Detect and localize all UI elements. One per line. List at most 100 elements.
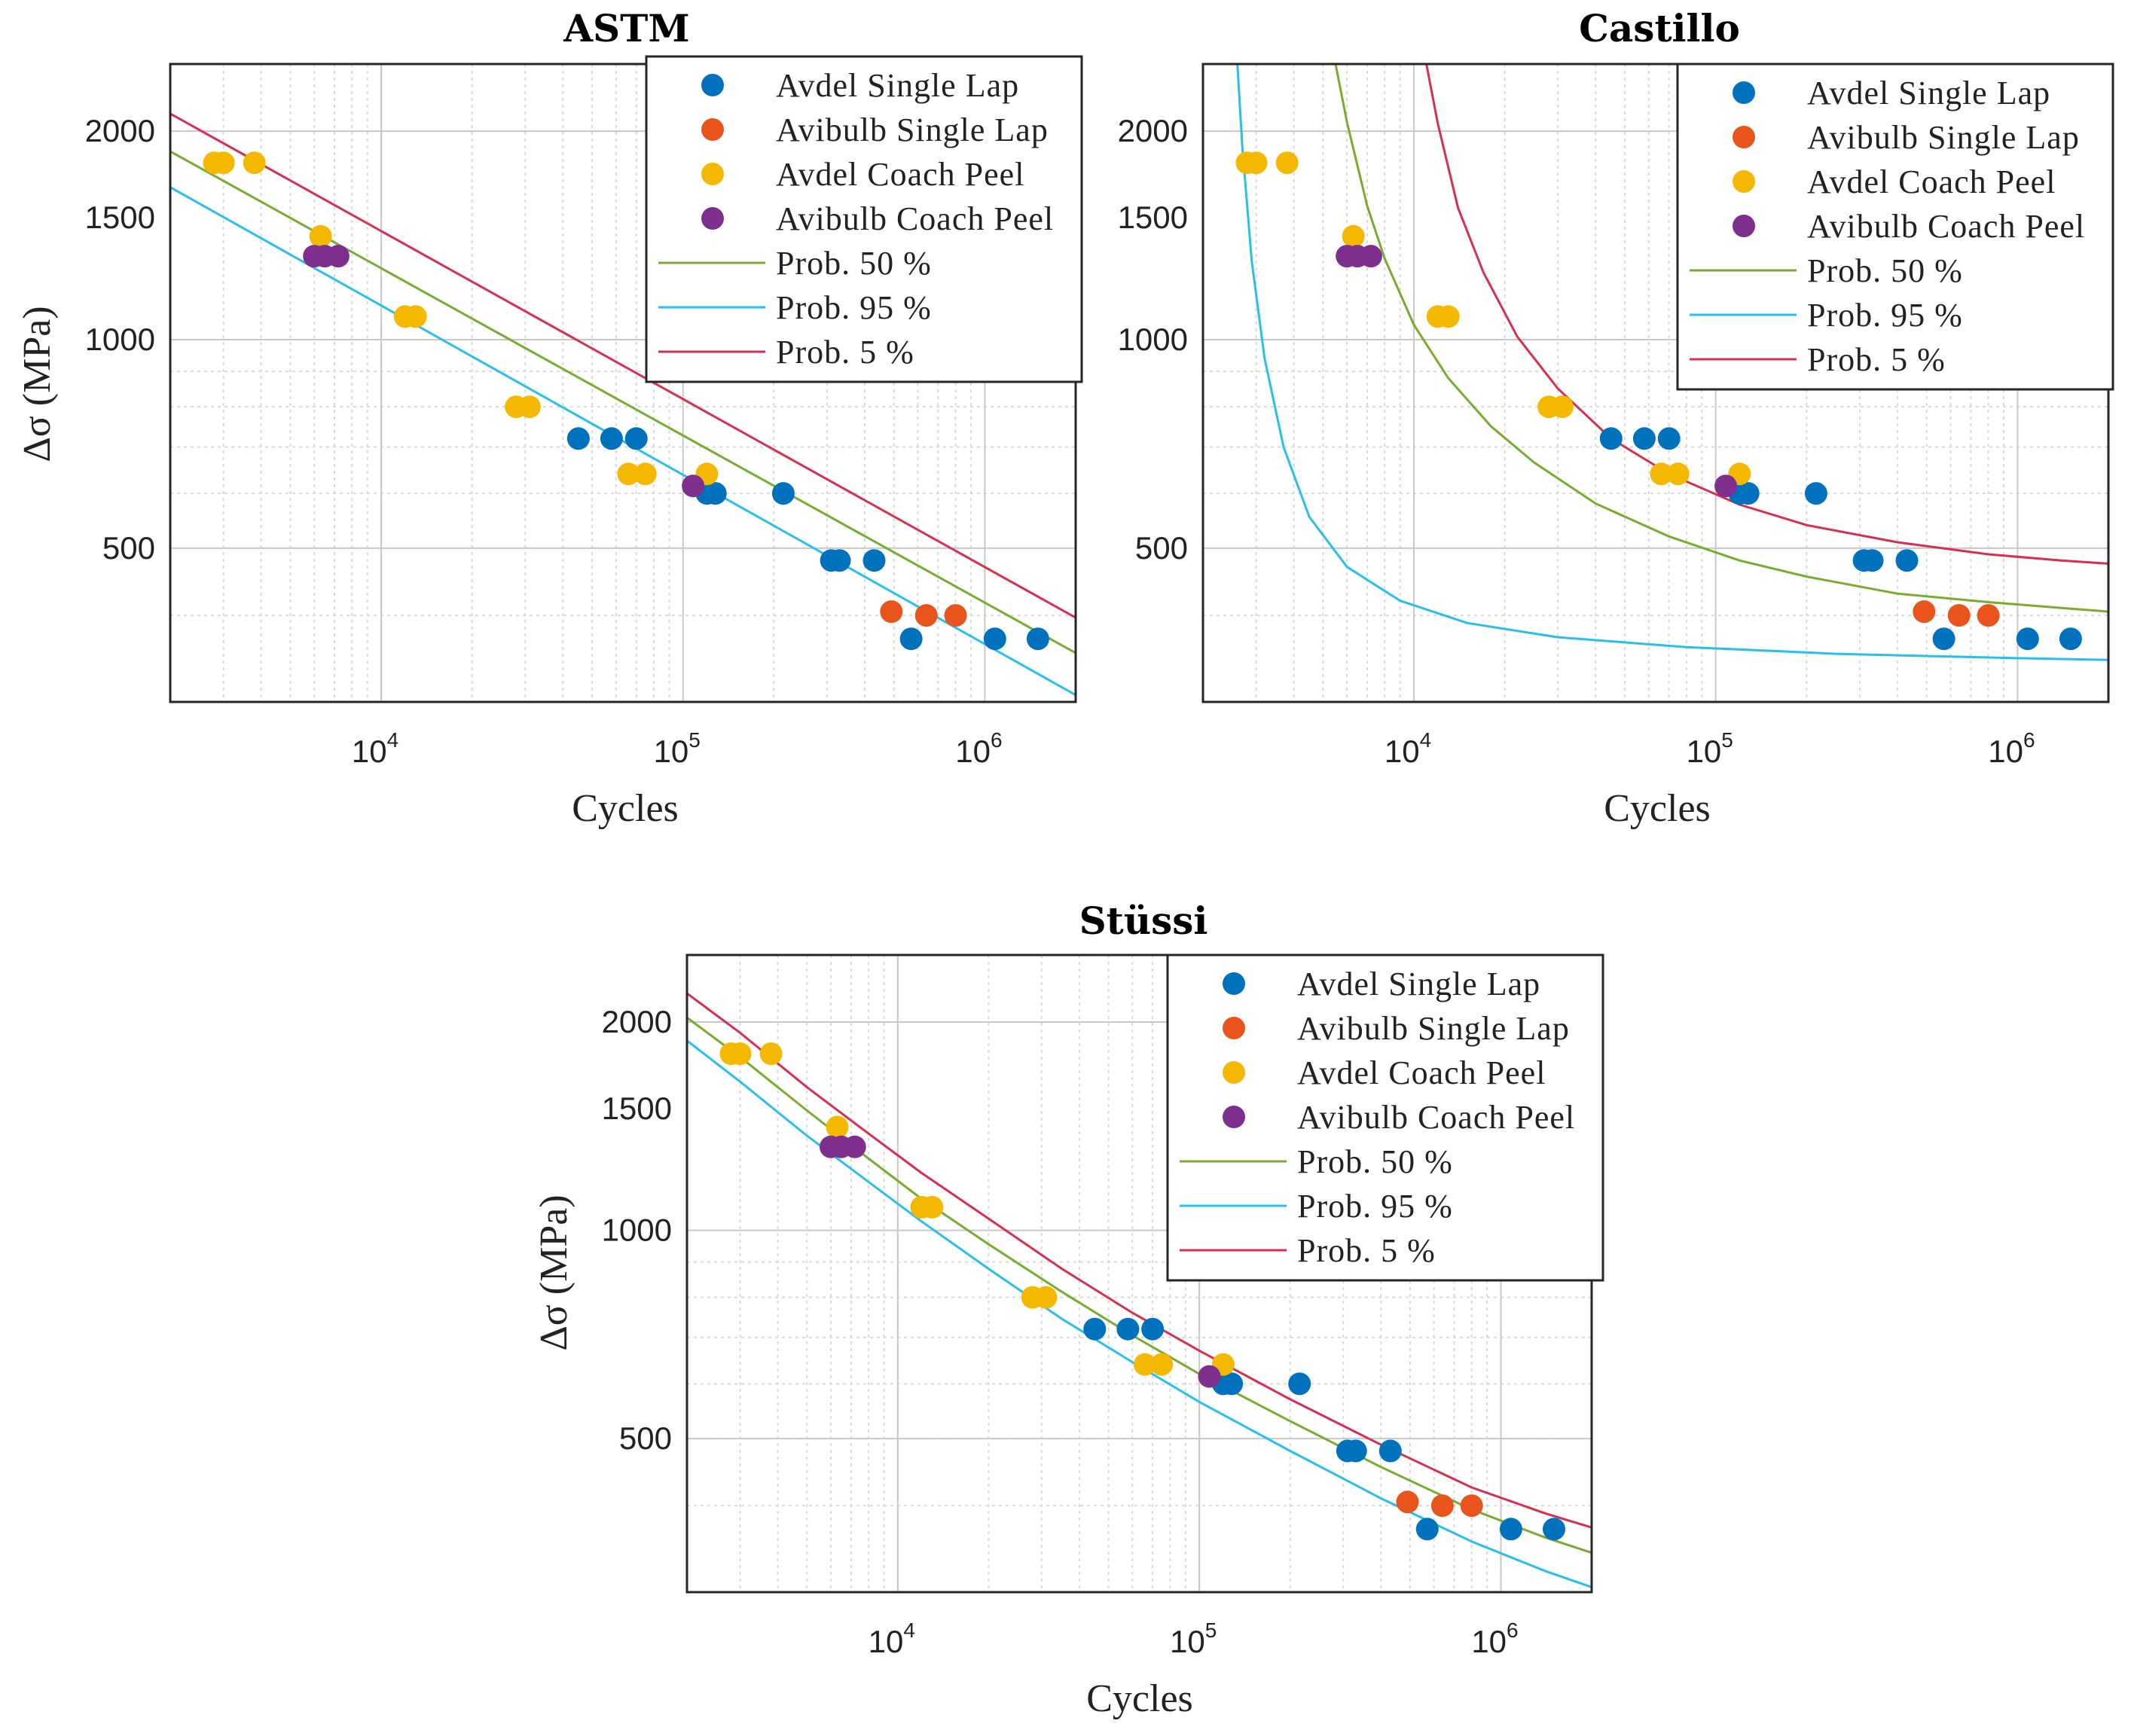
- legend-label: Prob. 5 %: [1297, 1232, 1436, 1269]
- x-tick-base: 10: [1170, 1624, 1205, 1659]
- data-point-avdel-single-lap: [1026, 627, 1049, 651]
- legend-label: Avdel Coach Peel: [1297, 1054, 1546, 1091]
- data-point-avdel-coach-peel: [1133, 1353, 1156, 1376]
- legend-label: Avibulb Coach Peel: [1297, 1099, 1575, 1136]
- legend-marker: [701, 74, 724, 96]
- y-tick-label: 1000: [1118, 322, 1188, 357]
- legend: Avdel Single Lap Avibulb Single Lap Avdel …: [1166, 953, 1604, 1282]
- legend-label: Avibulb Single Lap: [1297, 1010, 1570, 1047]
- y-tick-label: 1500: [1118, 200, 1188, 235]
- legend-marker: [701, 207, 724, 230]
- legend-label: Prob. 50 %: [776, 245, 932, 282]
- series-line-prob-95: [687, 1039, 1592, 1588]
- data-point-avdel-single-lap: [1543, 1518, 1565, 1541]
- x-tick-label: 105: [1687, 728, 1733, 769]
- x-tick-exponent: 6: [991, 728, 1003, 752]
- data-point-avibulb-single-lap: [944, 604, 967, 627]
- legend-marker: [1733, 215, 1755, 237]
- y-tick-label: 2000: [602, 1004, 672, 1039]
- data-point-avdel-coach-peel: [212, 151, 235, 175]
- x-tick-label: 104: [869, 1619, 915, 1659]
- x-tick-exponent: 6: [2023, 728, 2035, 752]
- data-point-avdel-single-lap: [899, 627, 923, 651]
- data-point-avdel-coach-peel: [1275, 151, 1299, 175]
- y-tick-label: 500: [102, 530, 155, 566]
- x-tick-base: 10: [869, 1624, 904, 1659]
- x-tick-exponent: 5: [688, 728, 701, 752]
- data-point-avibulb-coach-peel: [1359, 245, 1382, 268]
- x-tick-base: 10: [1687, 734, 1722, 769]
- data-point-avdel-coach-peel: [1650, 462, 1673, 486]
- data-point-avdel-coach-peel: [1342, 224, 1365, 248]
- y-tick-label: 1000: [85, 322, 155, 357]
- data-point-avibulb-single-lap: [914, 604, 938, 627]
- legend: Avdel Single Lap Avibulb Single Lap Avdel …: [645, 55, 1083, 383]
- data-point-avdel-single-lap: [771, 482, 795, 505]
- data-point-avdel-coach-peel: [920, 1195, 944, 1219]
- data-point-avdel-single-lap: [704, 482, 727, 505]
- series-line-prob-50: [687, 1016, 1592, 1554]
- x-tick-label: 106: [1988, 728, 2035, 769]
- data-point-avdel-single-lap: [1220, 1372, 1244, 1396]
- data-point-avdel-single-lap: [1736, 482, 1760, 505]
- x-tick-label: 104: [1385, 728, 1431, 769]
- data-point-avibulb-single-lap: [1460, 1494, 1483, 1518]
- x-tick-label: 105: [1170, 1619, 1217, 1659]
- plot-content: [687, 992, 1592, 1588]
- data-point-avdel-single-lap: [1599, 427, 1623, 450]
- legend-label: Prob. 50 %: [1297, 1143, 1453, 1180]
- legend-marker: [1733, 170, 1755, 193]
- legend-marker: [1223, 972, 1245, 995]
- data-point-avibulb-single-lap: [1947, 604, 1971, 627]
- data-point-avdel-single-lap: [1116, 1317, 1140, 1341]
- x-axis-label: Cycles: [1086, 1677, 1193, 1720]
- legend-marker: [701, 163, 724, 185]
- data-point-avdel-coach-peel: [243, 151, 266, 175]
- data-point-avdel-single-lap: [1415, 1518, 1439, 1541]
- legend-marker: [1223, 1017, 1245, 1039]
- legend-marker: [1733, 126, 1755, 148]
- data-point-avdel-coach-peel: [517, 395, 541, 419]
- x-tick-exponent: 6: [1507, 1619, 1519, 1642]
- y-tick-label: 500: [1135, 530, 1188, 566]
- data-point-avdel-coach-peel: [826, 1115, 849, 1139]
- series-line-prob-5: [1425, 64, 2108, 565]
- data-point-avdel-coach-peel: [633, 462, 657, 486]
- y-tick-label: 500: [619, 1420, 672, 1456]
- data-point-avibulb-single-lap: [1430, 1494, 1454, 1518]
- data-point-avdel-coach-peel: [759, 1042, 783, 1066]
- legend-label: Prob. 5 %: [776, 334, 914, 371]
- data-point-avdel-coach-peel: [1436, 305, 1460, 328]
- legend-label: Prob. 50 %: [1807, 252, 1963, 289]
- data-point-avdel-single-lap: [2059, 627, 2082, 651]
- data-point-avdel-coach-peel: [1244, 151, 1268, 175]
- x-axis-label: Cycles: [572, 787, 679, 830]
- data-point-avdel-coach-peel: [617, 462, 640, 486]
- legend: Avdel Single Lap Avibulb Single Lap Avdel …: [1676, 63, 2114, 391]
- x-tick-label: 106: [955, 728, 1002, 769]
- legend-marker: [701, 118, 724, 141]
- series-line-prob-95: [1236, 64, 2108, 661]
- data-point-avibulb-single-lap: [1913, 600, 1936, 624]
- data-point-avdel-single-lap: [1499, 1518, 1522, 1541]
- y-tick-label: 1500: [602, 1091, 672, 1126]
- data-point-avdel-coach-peel: [1034, 1286, 1058, 1309]
- legend-marker: [1733, 81, 1755, 104]
- data-point-avdel-coach-peel: [309, 224, 332, 248]
- data-point-avibulb-coach-peel: [682, 474, 705, 498]
- legend-label: Prob. 95 %: [1297, 1188, 1453, 1225]
- x-tick-base: 10: [352, 734, 387, 769]
- x-tick-label: 106: [1471, 1619, 1518, 1659]
- x-tick-exponent: 4: [387, 728, 399, 752]
- series-line-prob-50: [1334, 64, 2108, 613]
- data-point-avdel-single-lap: [1083, 1317, 1107, 1341]
- data-point-avdel-coach-peel: [404, 305, 427, 328]
- data-point-avdel-single-lap: [566, 427, 590, 450]
- x-axis-label: Cycles: [1604, 787, 1711, 830]
- data-point-avibulb-single-lap: [880, 600, 903, 624]
- legend-label: Avibulb Single Lap: [776, 111, 1049, 148]
- data-point-avdel-single-lap: [600, 427, 623, 450]
- legend-marker: [1223, 1106, 1245, 1128]
